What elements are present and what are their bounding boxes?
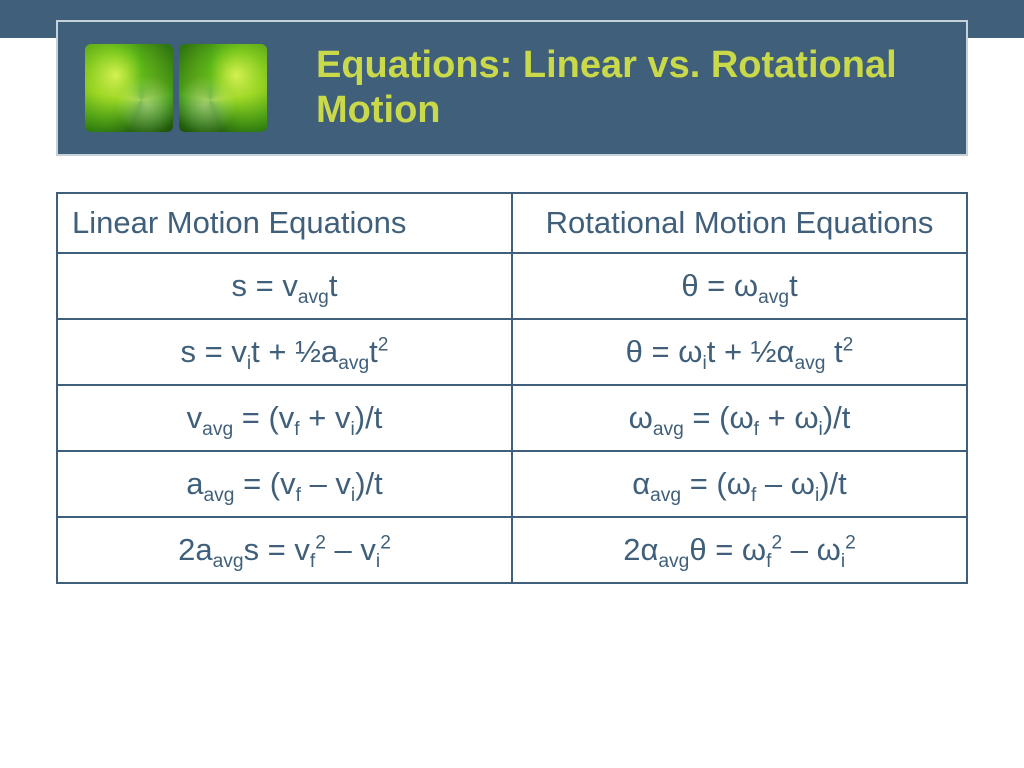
rotational-equation-cell: θ = ωavgt <box>512 253 967 319</box>
slide-title: Equations: Linear vs. Rotational Motion <box>276 43 966 133</box>
table-row: vavg = (vf + vi)/tωavg = (ωf + ωi)/t <box>57 385 967 451</box>
table-header-row: Linear Motion Equations Rotational Motio… <box>57 193 967 253</box>
rotational-equation-cell: ωavg = (ωf + ωi)/t <box>512 385 967 451</box>
table-row: 2aavgs = vf2 – vi22αavgθ = ωf2 – ωi2 <box>57 517 967 583</box>
table-row: s = vavgtθ = ωavgt <box>57 253 967 319</box>
leaf-tile-icon <box>179 44 267 132</box>
equations-table-container: Linear Motion Equations Rotational Motio… <box>56 192 968 584</box>
title-band: Equations: Linear vs. Rotational Motion <box>56 20 968 156</box>
table-row: aavg = (vf – vi)/tαavg = (ωf – ωi)/t <box>57 451 967 517</box>
linear-equation-cell: s = vavgt <box>57 253 512 319</box>
rotational-equation-cell: θ = ωit + ½αavg t2 <box>512 319 967 385</box>
col-header-linear: Linear Motion Equations <box>57 193 512 253</box>
table-row: s = vit + ½aavgt2θ = ωit + ½αavg t2 <box>57 319 967 385</box>
rotational-equation-cell: 2αavgθ = ωf2 – ωi2 <box>512 517 967 583</box>
linear-equation-cell: aavg = (vf – vi)/t <box>57 451 512 517</box>
linear-equation-cell: s = vit + ½aavgt2 <box>57 319 512 385</box>
col-header-rotational: Rotational Motion Equations <box>512 193 967 253</box>
linear-equation-cell: vavg = (vf + vi)/t <box>57 385 512 451</box>
equations-tbody: s = vavgtθ = ωavgts = vit + ½aavgt2θ = ω… <box>57 253 967 583</box>
slide-logo <box>76 28 276 148</box>
linear-equation-cell: 2aavgs = vf2 – vi2 <box>57 517 512 583</box>
leaf-tile-icon <box>85 44 173 132</box>
equations-table: Linear Motion Equations Rotational Motio… <box>56 192 968 584</box>
rotational-equation-cell: αavg = (ωf – ωi)/t <box>512 451 967 517</box>
